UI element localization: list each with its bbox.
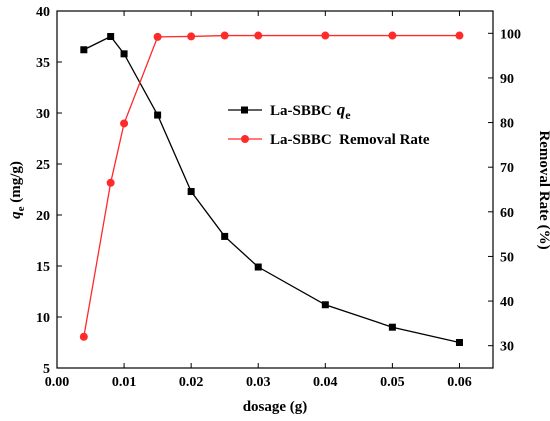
data-point-removal-rate [187, 32, 196, 41]
data-point-removal-rate [254, 31, 263, 40]
y-right-tick-label: 40 [500, 295, 514, 310]
y-left-tick-label: 15 [36, 260, 50, 275]
x-axis-title: dosage (g) [243, 399, 308, 415]
data-point-qe [455, 339, 463, 346]
legend-marker-removal [241, 135, 249, 143]
data-point-removal-rate [388, 31, 397, 40]
y-left-tick-label: 10 [36, 311, 50, 326]
data-point-removal-rate [106, 178, 115, 187]
series-lines [83, 34, 460, 344]
data-point-removal-rate [79, 332, 88, 341]
data-point-removal-rate [153, 32, 162, 41]
y-left-tick-label: 20 [36, 209, 50, 224]
data-point-removal-rate [455, 31, 464, 40]
data-point-qe [107, 33, 115, 40]
legend-label-qe: La-SBBC qe [270, 100, 351, 122]
data-point-qe [187, 188, 195, 196]
y-left-tick-label: 35 [36, 56, 50, 71]
y-right-axis-title: Removal Rate (%) [536, 130, 550, 249]
series-line-0 [83, 35, 460, 344]
data-point-removal-rate [321, 31, 330, 40]
x-tick-label: 0.02 [179, 375, 204, 390]
x-tick-label: 0.06 [447, 375, 472, 390]
axis-ticks: 0.00 0.01 0.02 0.03 0.04 0.05 0.06 5 10 15 20 25 30 3… [36, 5, 521, 390]
series-markers [79, 31, 464, 346]
x-tick-label: 0.00 [45, 375, 70, 390]
data-point-qe [120, 50, 128, 58]
y-right-tick-label: 50 [500, 250, 514, 265]
x-tick-label: 0.01 [112, 375, 137, 390]
legend-marker-qe [241, 106, 248, 114]
data-point-qe [154, 111, 162, 119]
y-right-tick-label: 100 [500, 27, 521, 42]
series-line-1 [83, 34, 460, 337]
data-point-removal-rate [120, 119, 129, 128]
data-point-qe [321, 301, 329, 309]
legend: La-SBBC qe La-SBBC Removal Rate [228, 100, 430, 148]
y-left-axis-title: qe (mg/g) [8, 161, 27, 219]
plot-frame [56, 10, 494, 369]
x-tick-label: 0.05 [380, 375, 405, 390]
data-point-removal-rate [220, 31, 229, 40]
y-left-tick-label: 5 [43, 362, 50, 377]
y-right-tick-label: 80 [500, 117, 514, 132]
data-point-qe [254, 263, 262, 271]
data-point-qe [388, 323, 396, 331]
x-tick-label: 0.04 [313, 375, 338, 390]
y-left-tick-label: 30 [36, 107, 50, 122]
y-right-tick-label: 60 [500, 206, 514, 221]
x-tick-label: 0.03 [246, 375, 271, 390]
y-left-tick-label: 40 [36, 5, 50, 20]
y-right-tick-label: 90 [500, 72, 514, 87]
y-left-tick-label: 25 [36, 158, 50, 173]
data-point-qe [221, 232, 229, 240]
y-right-tick-label: 30 [500, 340, 514, 355]
y-right-tick-label: 70 [500, 161, 514, 176]
data-point-qe [80, 46, 88, 54]
legend-label-removal: La-SBBC Removal Rate [270, 132, 430, 148]
